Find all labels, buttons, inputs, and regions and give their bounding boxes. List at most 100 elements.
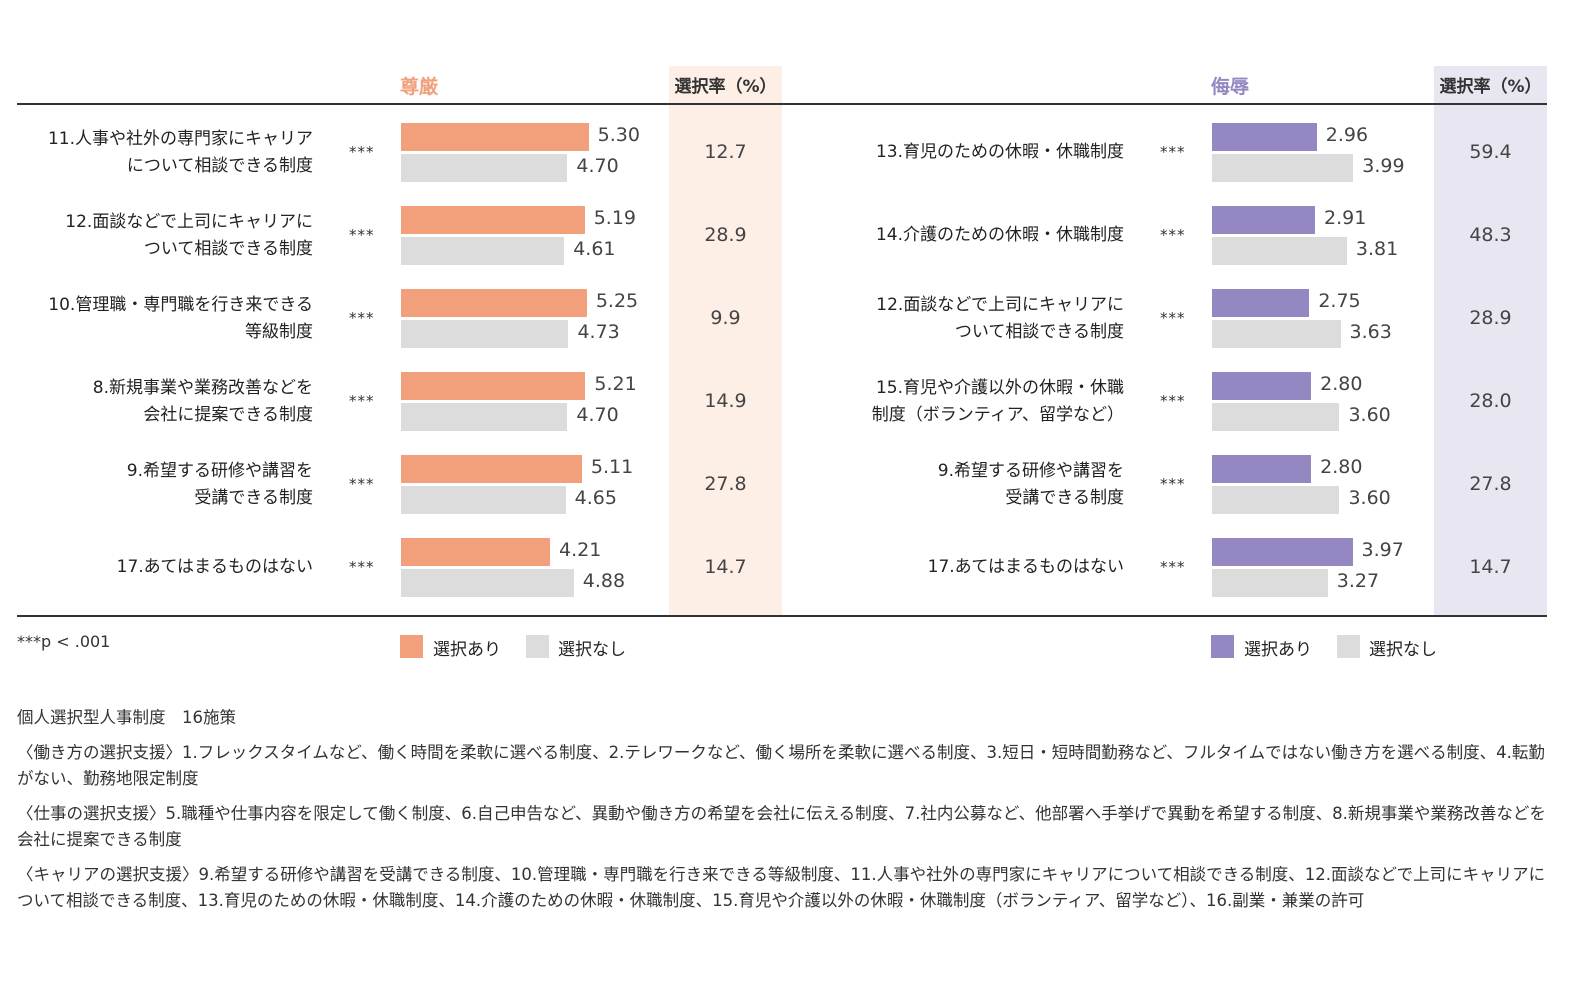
insult-bar-selected [1212,372,1312,400]
dignity-category-label-line: 受講できる制度 [194,488,313,508]
dignity-category-label-line: 12.面談などで上司にキャリアに [65,212,313,232]
insult-value-selected: 2.75 [1318,290,1361,312]
dignity-bar-not-selected [401,154,568,182]
dignity-category-label: 17.あてはまるものはない [0,554,313,581]
dignity-bar-not-selected [401,486,566,514]
dignity-category-label-line: 11.人事や社外の専門家にキャリア [47,129,313,149]
insult-category-label-line: 13.育児のための休暇・休職制度 [875,142,1124,162]
dignity-selection-rate: 28.9 [704,224,747,246]
insult-value-selected: 3.97 [1361,539,1404,561]
dignity-category-label-line: 8.新規事業や業務改善などを [92,378,313,398]
insult-bar-selected [1212,455,1312,483]
insult-value-selected: 2.96 [1325,124,1369,146]
significance-note: ***p < .001 [17,632,111,651]
insult-selection-rate: 28.0 [1469,390,1512,412]
insult-category-label-line: 12.面談などで上司にキャリアに [876,295,1124,315]
dignity-selection-rate: 27.8 [704,473,747,495]
insult-category-label: 13.育児のための休暇・休職制度 [804,139,1124,166]
left-rate-header: 選択率（%） [674,77,777,97]
dignity-bar-selected [401,538,551,566]
legend-label-not-selected-right: 選択なし [1369,640,1437,660]
insult-bar-selected [1212,206,1315,234]
dignity-category-label-line: 10.管理職・専門職を行き来できる [48,295,313,315]
insult-significance: *** [1160,143,1186,161]
dignity-category-label-line: 等級制度 [245,322,313,342]
insult-significance: *** [1160,475,1186,493]
insult-bar-selected [1212,538,1353,566]
dignity-significance: *** [349,143,375,161]
insult-significance: *** [1160,309,1186,327]
insult-selection-rate: 48.3 [1469,224,1512,246]
dignity-bar-not-selected [401,320,569,348]
dignity-category-label: 11.人事や社外の専門家にキャリアについて相談できる制度 [0,126,313,180]
dignity-selection-rate: 12.7 [704,141,747,163]
left-chart-title: 尊厳 [400,76,439,98]
insult-category-label-line: 17.あてはまるものはない [927,557,1124,577]
footnote-job-choice: 〈仕事の選択支援〉5.職種や仕事内容を限定して働く制度、6.自己申告など、異動や… [17,804,1546,849]
insult-category-label: 17.あてはまるものはない [804,554,1124,581]
dignity-value-not-selected: 4.70 [576,404,619,426]
dignity-bar-not-selected [401,569,574,597]
insult-value-not-selected: 3.63 [1349,321,1392,343]
legend-swatch-not-selected-right [1337,635,1360,658]
insult-value-not-selected: 3.60 [1348,487,1391,509]
legend-label-not-selected-left: 選択なし [558,640,626,660]
insult-bar-not-selected [1212,237,1347,265]
dignity-value-not-selected: 4.65 [574,487,617,509]
legend-swatch-selected-left [400,635,423,658]
insult-bar-not-selected [1212,486,1340,514]
insult-bar-not-selected [1212,569,1328,597]
insult-category-label: 14.介護のための休暇・休職制度 [804,222,1124,249]
insult-value-selected: 2.80 [1320,456,1363,478]
insult-selection-rate: 27.8 [1469,473,1512,495]
dignity-category-label-line: ついて相談できる制度 [143,239,313,259]
dignity-category-label: 8.新規事業や業務改善などを会社に提案できる制度 [0,375,313,429]
dignity-bar-selected [401,289,587,317]
legend-label-selected-right: 選択あり [1244,640,1312,660]
insult-category-label: 12.面談などで上司にキャリアに ついて相談できる制度 [804,292,1124,346]
dignity-category-label-line: 9.希望する研修や講習を [126,461,313,481]
footnote-title: 個人選択型人事制度 16施策 [17,708,236,727]
insult-category-label: 9.希望する研修や講習を 受講できる制度 [804,458,1124,512]
dignity-value-not-selected: 4.88 [582,570,626,592]
insult-value-selected: 2.91 [1324,207,1367,229]
dignity-category-label-line: 17.あてはまるものはない [116,557,313,577]
insult-significance: *** [1160,392,1186,410]
insult-selection-rate: 28.9 [1469,307,1512,329]
dignity-category-label-line: 会社に提案できる制度 [143,405,313,425]
insult-selection-rate: 59.4 [1469,141,1512,163]
legend-swatch-selected-right [1211,635,1234,658]
dignity-bar-selected [401,206,585,234]
dignity-value-selected: 5.11 [590,456,634,478]
insult-category-label-line: 制度（ボランティア、留学など） [871,405,1124,425]
insult-bar-not-selected [1212,403,1340,431]
insult-category-label-line: 9.希望する研修や講習を [937,461,1124,481]
insult-category-label: 15.育児や介護以外の休暇・休職 制度（ボランティア、留学など） [804,375,1124,429]
dignity-value-not-selected: 4.61 [573,238,616,260]
insult-significance: *** [1160,226,1186,244]
dignity-category-label: 12.面談などで上司にキャリアについて相談できる制度 [0,209,313,263]
insult-category-label-line: 15.育児や介護以外の休暇・休職 [875,378,1124,398]
dignity-bar-selected [401,123,589,151]
insult-category-label-line: 14.介護のための休暇・休職制度 [875,225,1124,245]
chart-bottom-divider [17,615,1547,617]
dignity-value-selected: 5.25 [595,290,639,312]
right-rate-header: 選択率（%） [1439,77,1542,97]
insult-value-selected: 2.80 [1320,373,1363,395]
dignity-bar-not-selected [401,237,565,265]
dignity-selection-rate: 14.7 [704,556,747,578]
dignity-category-label: 9.希望する研修や講習を受講できる制度 [0,458,313,512]
dignity-bar-selected [401,372,586,400]
insult-bar-selected [1212,289,1310,317]
dignity-significance: *** [349,226,375,244]
insult-value-not-selected: 3.99 [1362,155,1405,177]
dignity-category-label: 10.管理職・専門職を行き来できる等級制度 [0,292,313,346]
right-chart-title: 侮辱 [1211,76,1250,98]
dignity-category-label-line: について相談できる制度 [126,156,313,176]
dignity-bar-not-selected [401,403,568,431]
insult-value-not-selected: 3.27 [1336,570,1380,592]
dignity-value-selected: 5.30 [597,124,640,146]
dignity-significance: *** [349,558,375,576]
dignity-value-selected: 5.19 [593,207,637,229]
insult-bar-selected [1212,123,1317,151]
